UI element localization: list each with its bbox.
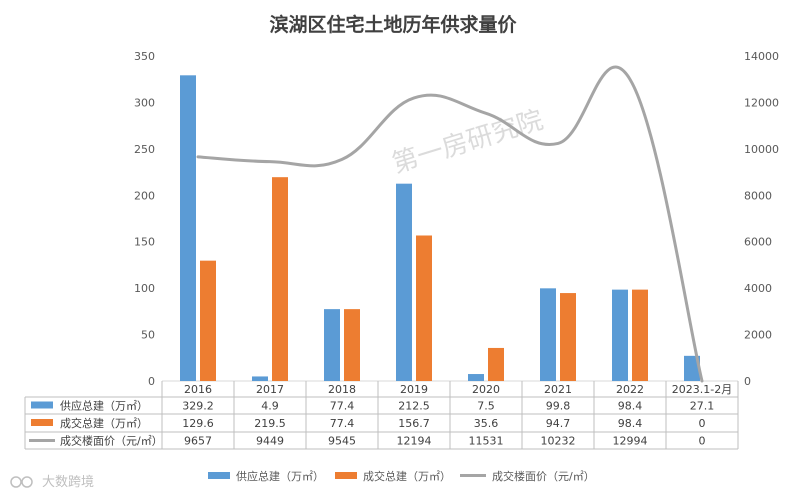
x-category-label: 2022 [616,383,644,396]
bar-supply-3 [396,183,412,381]
bar-deal-6 [632,289,648,381]
bar-supply-0 [180,75,196,382]
table-cell: 77.4 [330,417,355,430]
y-right-tick-label: 2000 [744,329,772,342]
x-category-label: 2016 [184,383,212,396]
table-legend-swatch [31,401,53,409]
watermark-text: 第一房研究院 [389,105,547,179]
y-left-tick-label: 250 [134,143,155,156]
bar-supply-5 [540,288,556,381]
y-left-tick-label: 100 [134,282,155,295]
table-cell: 129.6 [182,417,214,430]
y-left-tick-label: 200 [134,189,155,202]
table-cell: 11531 [469,435,504,448]
corner-watermark-logo-icon [10,476,33,488]
bar-supply-7 [684,355,700,381]
table-series-name: 供应总建（万㎡） [60,399,148,413]
table-cell: 329.2 [182,400,214,413]
table-cell: 212.5 [398,400,430,413]
table-cell: 0 [699,417,706,430]
y-right-tick-label: 10000 [744,143,779,156]
table-cell: 4.9 [261,400,279,413]
table-cell: 9657 [184,435,212,448]
x-category-label: 2020 [472,383,500,396]
bar-supply-1 [252,376,268,381]
table-cell: 98.4 [618,400,643,413]
y-right-tick-label: 6000 [744,236,772,249]
table-cell: 7.5 [477,400,495,413]
y-left-tick-label: 350 [134,50,155,63]
bar-deal-3 [416,235,432,381]
table-cell: 12994 [613,435,648,448]
y-left-tick-label: 0 [148,375,155,388]
y-right-tick-label: 4000 [744,282,772,295]
x-category-label: 2021 [544,383,572,396]
bar-deal-4 [488,347,504,381]
table-series-name: 成交总建（万㎡） [60,416,148,430]
table-cell: 94.7 [546,417,571,430]
bar-deal-0 [200,260,216,381]
x-category-label: 2023.1-2月 [672,383,732,396]
y-right-tick-label: 0 [744,375,751,388]
bar-deal-5 [560,293,576,381]
table-cell: 219.5 [254,417,286,430]
corner-watermark-text: 大数跨境 [42,475,94,490]
table-cell: 0 [699,435,706,448]
table-series-name: 成交楼面价（元/㎡） [60,434,163,448]
bar-deal-2 [344,309,360,381]
table-cell: 27.1 [690,400,715,413]
table-cell: 9449 [256,435,284,448]
bar-supply-6 [612,289,628,381]
legend-label: 供应总建（万㎡） [236,469,324,483]
table-cell: 12194 [397,435,432,448]
chart-title: 滨湖区住宅土地历年供求量价 [269,13,517,36]
y-right-tick-label: 14000 [744,50,779,63]
y-left-tick-label: 50 [141,329,155,342]
table-cell: 35.6 [474,417,499,430]
bar-supply-4 [468,374,484,381]
legend-swatch [335,472,357,479]
y-right-tick-label: 12000 [744,96,779,109]
table-cell: 99.8 [546,400,571,413]
table-cell: 9545 [328,435,356,448]
table-cell: 98.4 [618,417,643,430]
legend-swatch [208,472,230,479]
x-category-label: 2019 [400,383,428,396]
table-cell: 77.4 [330,400,355,413]
y-left-tick-label: 150 [134,236,155,249]
legend-label: 成交楼面价（元/㎡） [492,469,595,483]
bar-supply-2 [324,309,340,381]
table-legend-swatch [31,419,53,426]
x-category-label: 2017 [256,383,284,396]
legend-label: 成交总建（万㎡） [363,469,451,483]
bar-deal-1 [272,177,288,381]
y-left-tick-label: 300 [134,96,155,109]
table-cell: 10232 [541,435,576,448]
x-category-label: 2018 [328,383,356,396]
y-right-tick-label: 8000 [744,189,772,202]
table-cell: 156.7 [398,417,430,430]
